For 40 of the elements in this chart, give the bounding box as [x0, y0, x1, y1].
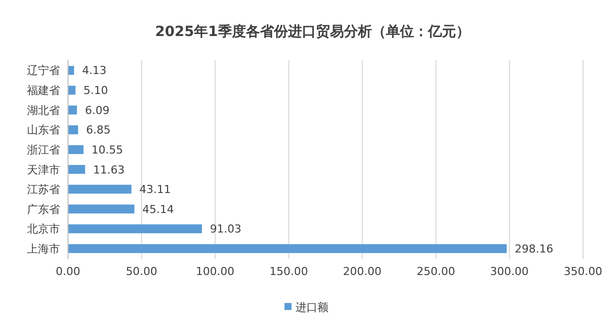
- data-label: 4.13: [82, 64, 107, 78]
- bar: [68, 244, 507, 254]
- data-label: 91.03: [210, 222, 242, 236]
- x-tick-label: 0.00: [56, 265, 80, 278]
- data-label: 11.63: [93, 163, 125, 176]
- y-tick-label: 湖北省: [27, 104, 60, 117]
- bar: [68, 145, 84, 154]
- data-label: 10.55: [92, 143, 124, 156]
- x-tick-label: 250.00: [416, 265, 456, 278]
- chart-title: 2025年1季度各省份进口贸易分析（单位：亿元）: [155, 23, 470, 40]
- x-tick-label: 350.00: [564, 265, 602, 278]
- y-tick-label: 福建省: [27, 84, 60, 98]
- data-label: 298.16: [514, 242, 554, 256]
- x-tick-label: 100.00: [196, 265, 234, 278]
- x-tick-label: 300.00: [490, 265, 529, 278]
- data-label: 43.11: [139, 183, 171, 196]
- bar: [68, 66, 74, 75]
- data-label: 6.85: [86, 124, 111, 137]
- x-tick-label: 200.00: [343, 265, 382, 278]
- bar: [68, 204, 134, 214]
- y-tick-label: 山东省: [27, 124, 60, 137]
- bar: [68, 106, 77, 114]
- bar: [68, 164, 86, 174]
- data-label: 5.10: [84, 84, 108, 98]
- y-tick-label: 浙江省: [27, 143, 60, 156]
- data-label: 6.09: [84, 104, 110, 117]
- y-tick-label: 广东省: [27, 202, 60, 216]
- data-label: 45.14: [142, 202, 174, 216]
- bar: [68, 224, 202, 234]
- y-tick-label: 辽宁省: [27, 64, 60, 78]
- bar: [68, 184, 132, 194]
- x-tick-label: 150.00: [269, 265, 308, 278]
- y-tick-label: 江苏省: [27, 183, 60, 196]
- x-tick-label: 50.00: [126, 265, 158, 278]
- y-tick-label: 天津市: [27, 163, 60, 176]
- y-tick-label: 北京市: [27, 222, 60, 236]
- legend-label: 进口额: [296, 300, 328, 314]
- y-tick-label: 上海市: [27, 242, 60, 256]
- bar: [68, 86, 76, 95]
- bar: [68, 125, 78, 134]
